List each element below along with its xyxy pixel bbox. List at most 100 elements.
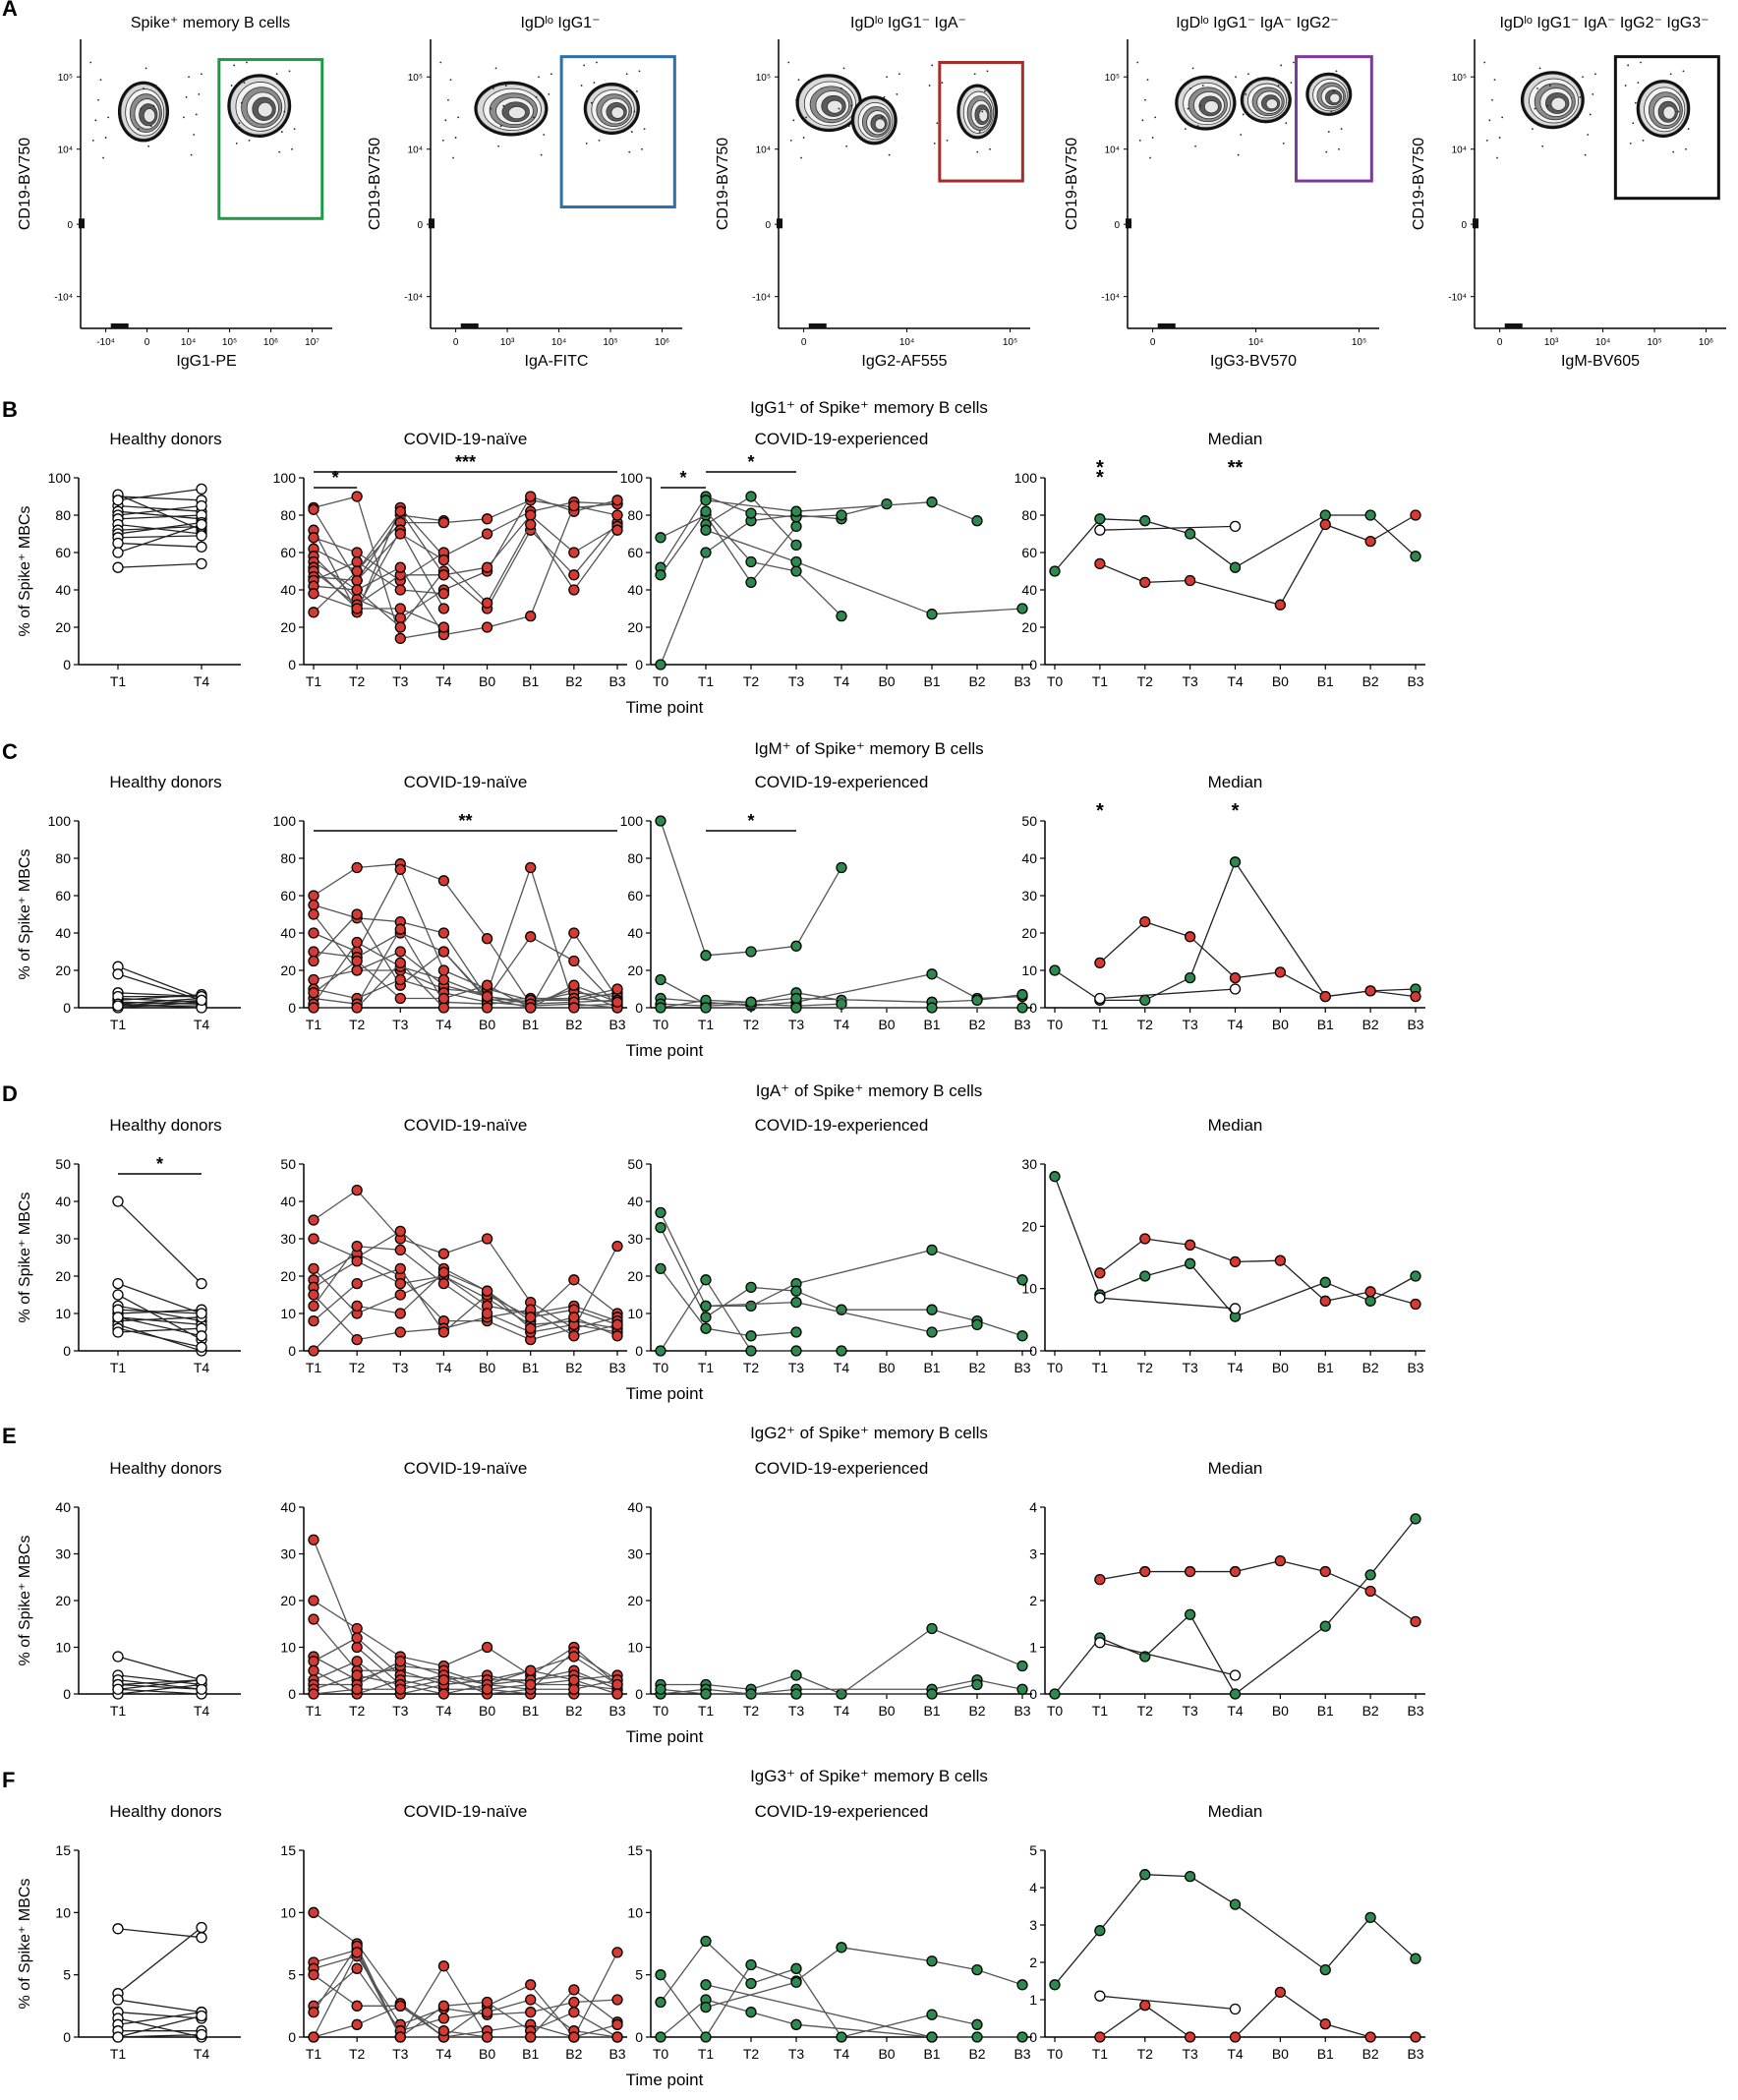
- data-point: [745, 1345, 757, 1357]
- event-dot: [886, 76, 888, 79]
- data-point: [112, 2031, 124, 2043]
- series-line: [573, 1989, 618, 2023]
- gate-rectangle: [1295, 55, 1373, 183]
- series-line: [573, 961, 618, 1007]
- x-tick-label: T4: [834, 2046, 850, 2062]
- event-dot: [1536, 88, 1538, 89]
- event-dot: [1584, 153, 1587, 156]
- series-line: [400, 608, 444, 628]
- y-tick-label: 0: [635, 1686, 643, 1702]
- event-dot: [457, 116, 460, 119]
- event-dot: [1632, 122, 1635, 125]
- data-point: [611, 2031, 623, 2043]
- series-line: [487, 1294, 532, 1318]
- x-tick-label: T2: [349, 1017, 366, 1032]
- data-point: [308, 1314, 319, 1327]
- event-dot: [795, 98, 797, 101]
- series-line: [357, 1245, 401, 1252]
- data-point: [308, 1289, 319, 1301]
- subplot-title: Median: [1208, 1802, 1263, 1821]
- data-point: [790, 940, 802, 952]
- subplot-title: Median: [1208, 430, 1263, 448]
- event-dot: [633, 110, 636, 113]
- x-tick-label: B1: [923, 1017, 940, 1032]
- data-point: [700, 547, 712, 558]
- data-point: [308, 1656, 319, 1667]
- series-line: [573, 1952, 618, 2038]
- series-line: [117, 496, 203, 501]
- data-point: [1319, 1276, 1331, 1288]
- series-line: [1324, 1570, 1371, 1593]
- flow-y-tick-label: -10⁴: [404, 293, 423, 304]
- data-point: [568, 1312, 580, 1323]
- x-tick-label: T1: [698, 2046, 715, 2062]
- event-dot: [1485, 140, 1488, 142]
- series-line: [399, 951, 444, 986]
- data-point: [196, 1674, 207, 1686]
- data-point: [611, 983, 623, 995]
- subplot-title: COVID-19-naïve: [404, 430, 528, 448]
- series-line: [313, 1190, 358, 1221]
- series-line: [660, 1999, 707, 2038]
- series-line: [931, 999, 978, 1003]
- event-dot: [1592, 92, 1594, 95]
- event-dot: [107, 116, 110, 119]
- x-tick-label: B3: [1407, 2046, 1423, 2062]
- x-tick-label: B0: [1272, 1017, 1289, 1032]
- y-tick-label: 0: [288, 1343, 296, 1359]
- series-line: [443, 518, 488, 524]
- y-tick-label: 0: [63, 1000, 71, 1016]
- series-line: [705, 1327, 752, 1337]
- x-tick-label: T4: [435, 673, 452, 689]
- series-line: [1144, 1238, 1190, 1246]
- data-point: [1229, 1688, 1242, 1700]
- event-dot: [800, 156, 802, 159]
- flow-y-tick-label: -10⁴: [1101, 293, 1120, 304]
- event-dot: [986, 70, 989, 73]
- series-line: [399, 1249, 444, 1285]
- event-dot: [548, 92, 550, 95]
- event-dot: [835, 128, 838, 131]
- series-line: [1099, 562, 1145, 584]
- data-point: [394, 1308, 406, 1319]
- event-dot: [1242, 113, 1245, 116]
- data-point: [351, 1962, 363, 1974]
- x-tick-label: T3: [1182, 1017, 1198, 1032]
- series-line: [356, 496, 401, 639]
- series-line: [573, 1999, 618, 2004]
- data-point: [112, 1651, 124, 1662]
- event-dot: [538, 76, 540, 79]
- series-line: [117, 997, 203, 1005]
- data-point: [568, 569, 580, 581]
- series-line: [1099, 1238, 1146, 1274]
- x-tick-label: T2: [743, 1703, 760, 1719]
- series-line: [487, 1669, 531, 1686]
- series-line: [1369, 1518, 1417, 1576]
- event-dot: [278, 150, 281, 153]
- event-dot: [1680, 90, 1682, 92]
- event-dot: [936, 122, 939, 125]
- series-line: [487, 1320, 531, 1341]
- series-line: [357, 917, 401, 923]
- series-line: [487, 514, 532, 568]
- x-tick-label: T1: [306, 2046, 322, 2062]
- subplot-title: Median: [1208, 1459, 1263, 1478]
- event-dot: [452, 156, 454, 159]
- event-dot: [896, 92, 898, 95]
- flow-x-tick-label: 10⁵: [1647, 337, 1661, 348]
- data-point: [1184, 2031, 1196, 2043]
- series-line: [442, 951, 489, 1001]
- y-tick-label: 20: [280, 1593, 296, 1608]
- data-point: [308, 1262, 319, 1275]
- event-dot: [1589, 113, 1592, 116]
- median-series-naive: [1094, 509, 1421, 611]
- y-axis-label: % of Spike⁺ MBCs: [17, 849, 33, 980]
- event-dot: [1687, 128, 1690, 131]
- series-line: [1189, 936, 1236, 979]
- x-tick-label: T3: [392, 1017, 409, 1032]
- data-point: [1184, 574, 1196, 587]
- data-point: [308, 588, 319, 600]
- series-line: [705, 1984, 933, 2038]
- event-dot: [1327, 131, 1330, 133]
- data-point: [394, 632, 406, 645]
